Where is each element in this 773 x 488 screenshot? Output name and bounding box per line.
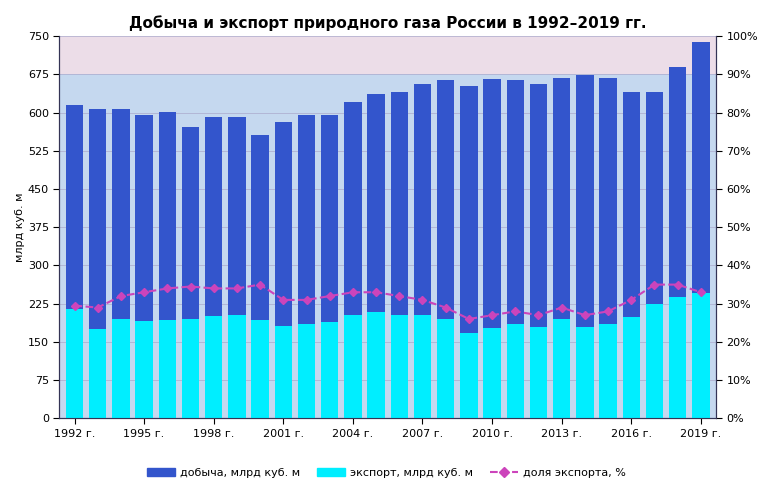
Bar — [530, 327, 547, 418]
Bar — [414, 315, 431, 418]
Bar — [530, 84, 547, 418]
Bar — [205, 117, 223, 418]
Bar — [599, 78, 617, 418]
Bar — [553, 319, 570, 418]
Bar — [112, 319, 130, 418]
Bar — [390, 92, 408, 418]
Bar — [89, 329, 107, 418]
Bar — [228, 117, 246, 418]
Bar — [66, 105, 83, 418]
Bar — [506, 80, 524, 418]
Bar — [576, 327, 594, 418]
Bar — [483, 327, 501, 418]
Bar — [298, 324, 315, 418]
Bar — [669, 67, 686, 418]
Bar — [669, 297, 686, 418]
Bar — [367, 94, 385, 418]
Bar — [506, 324, 524, 418]
Bar — [112, 109, 130, 418]
Bar — [205, 316, 223, 418]
Bar — [60, 74, 716, 418]
Bar — [414, 84, 431, 418]
Bar — [344, 102, 362, 418]
Bar — [135, 115, 153, 418]
Bar — [645, 304, 663, 418]
Y-axis label: млрд куб. м: млрд куб. м — [15, 192, 25, 262]
Bar — [553, 78, 570, 418]
Bar — [437, 80, 455, 418]
Bar — [692, 42, 710, 418]
Bar — [344, 315, 362, 418]
Bar — [182, 319, 199, 418]
Bar — [158, 320, 176, 418]
Bar — [298, 115, 315, 418]
Title: Добыча и экспорт природного газа России в 1992–2019 гг.: Добыча и экспорт природного газа России … — [129, 15, 646, 31]
Bar — [274, 122, 292, 418]
Bar — [135, 321, 153, 418]
Bar — [182, 127, 199, 418]
Bar — [60, 36, 716, 74]
Bar — [390, 315, 408, 418]
Legend: добыча, млрд куб. м, экспорт, млрд куб. м, доля экспорта, %: добыча, млрд куб. м, экспорт, млрд куб. … — [142, 464, 631, 483]
Bar — [460, 333, 478, 418]
Bar — [321, 115, 339, 418]
Bar — [460, 86, 478, 418]
Bar — [437, 319, 455, 418]
Bar — [622, 317, 640, 418]
Bar — [158, 112, 176, 418]
Bar — [251, 136, 269, 418]
Bar — [228, 315, 246, 418]
Bar — [251, 320, 269, 418]
Bar — [576, 75, 594, 418]
Bar — [692, 293, 710, 418]
Bar — [89, 109, 107, 418]
Bar — [321, 322, 339, 418]
Bar — [367, 312, 385, 418]
Bar — [599, 324, 617, 418]
Bar — [645, 92, 663, 418]
Bar — [483, 80, 501, 418]
Bar — [622, 92, 640, 418]
Bar — [274, 326, 292, 418]
Bar — [66, 309, 83, 418]
